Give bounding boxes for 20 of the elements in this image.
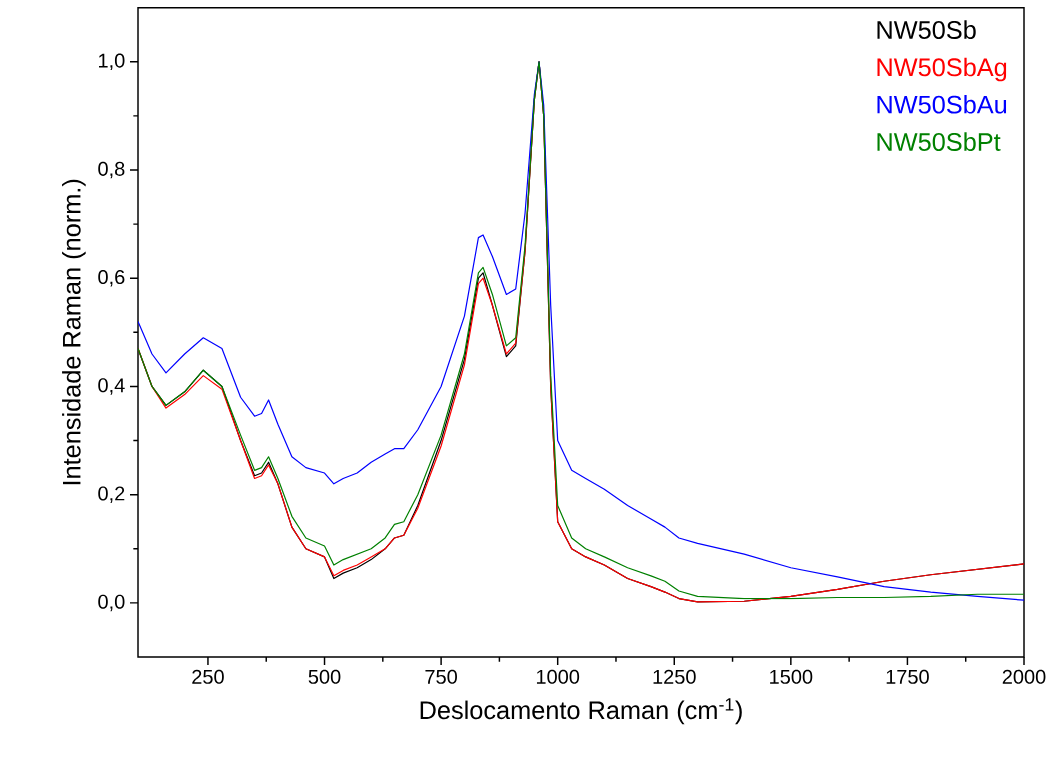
y-axis-title: Intensidade Raman (norm.)	[62, 179, 86, 485]
y-tick-label: 0,2	[98, 486, 125, 503]
x-tick-label: 250	[192, 669, 224, 684]
x-tick-label: 500	[308, 669, 341, 684]
text: NW50SbAg	[877, 57, 1007, 82]
x-tick-label: 1750	[886, 669, 929, 684]
x-axis-title: Deslocamento Raman (cm$^{-1}$)	[420, 698, 742, 725]
y-tick-label: 0,6	[98, 269, 125, 287]
text: NW50Sb	[877, 20, 976, 39]
x-tick-label: 1500	[770, 669, 813, 684]
x-tick-label: 2000	[1002, 669, 1046, 684]
y-tick-label: 1,0	[99, 53, 125, 71]
x-tick-label: 1000	[536, 669, 580, 684]
y-tick-label: 0,8	[98, 161, 125, 179]
y-tick-label: 0,0	[98, 594, 125, 612]
x-tick-label: 1250	[653, 669, 696, 684]
text: NW50SbPt	[877, 132, 1001, 151]
x-tick-label: 750	[425, 669, 457, 684]
text: NW50SbAu	[877, 95, 1007, 114]
y-tick-label: 0,4	[98, 378, 125, 395]
